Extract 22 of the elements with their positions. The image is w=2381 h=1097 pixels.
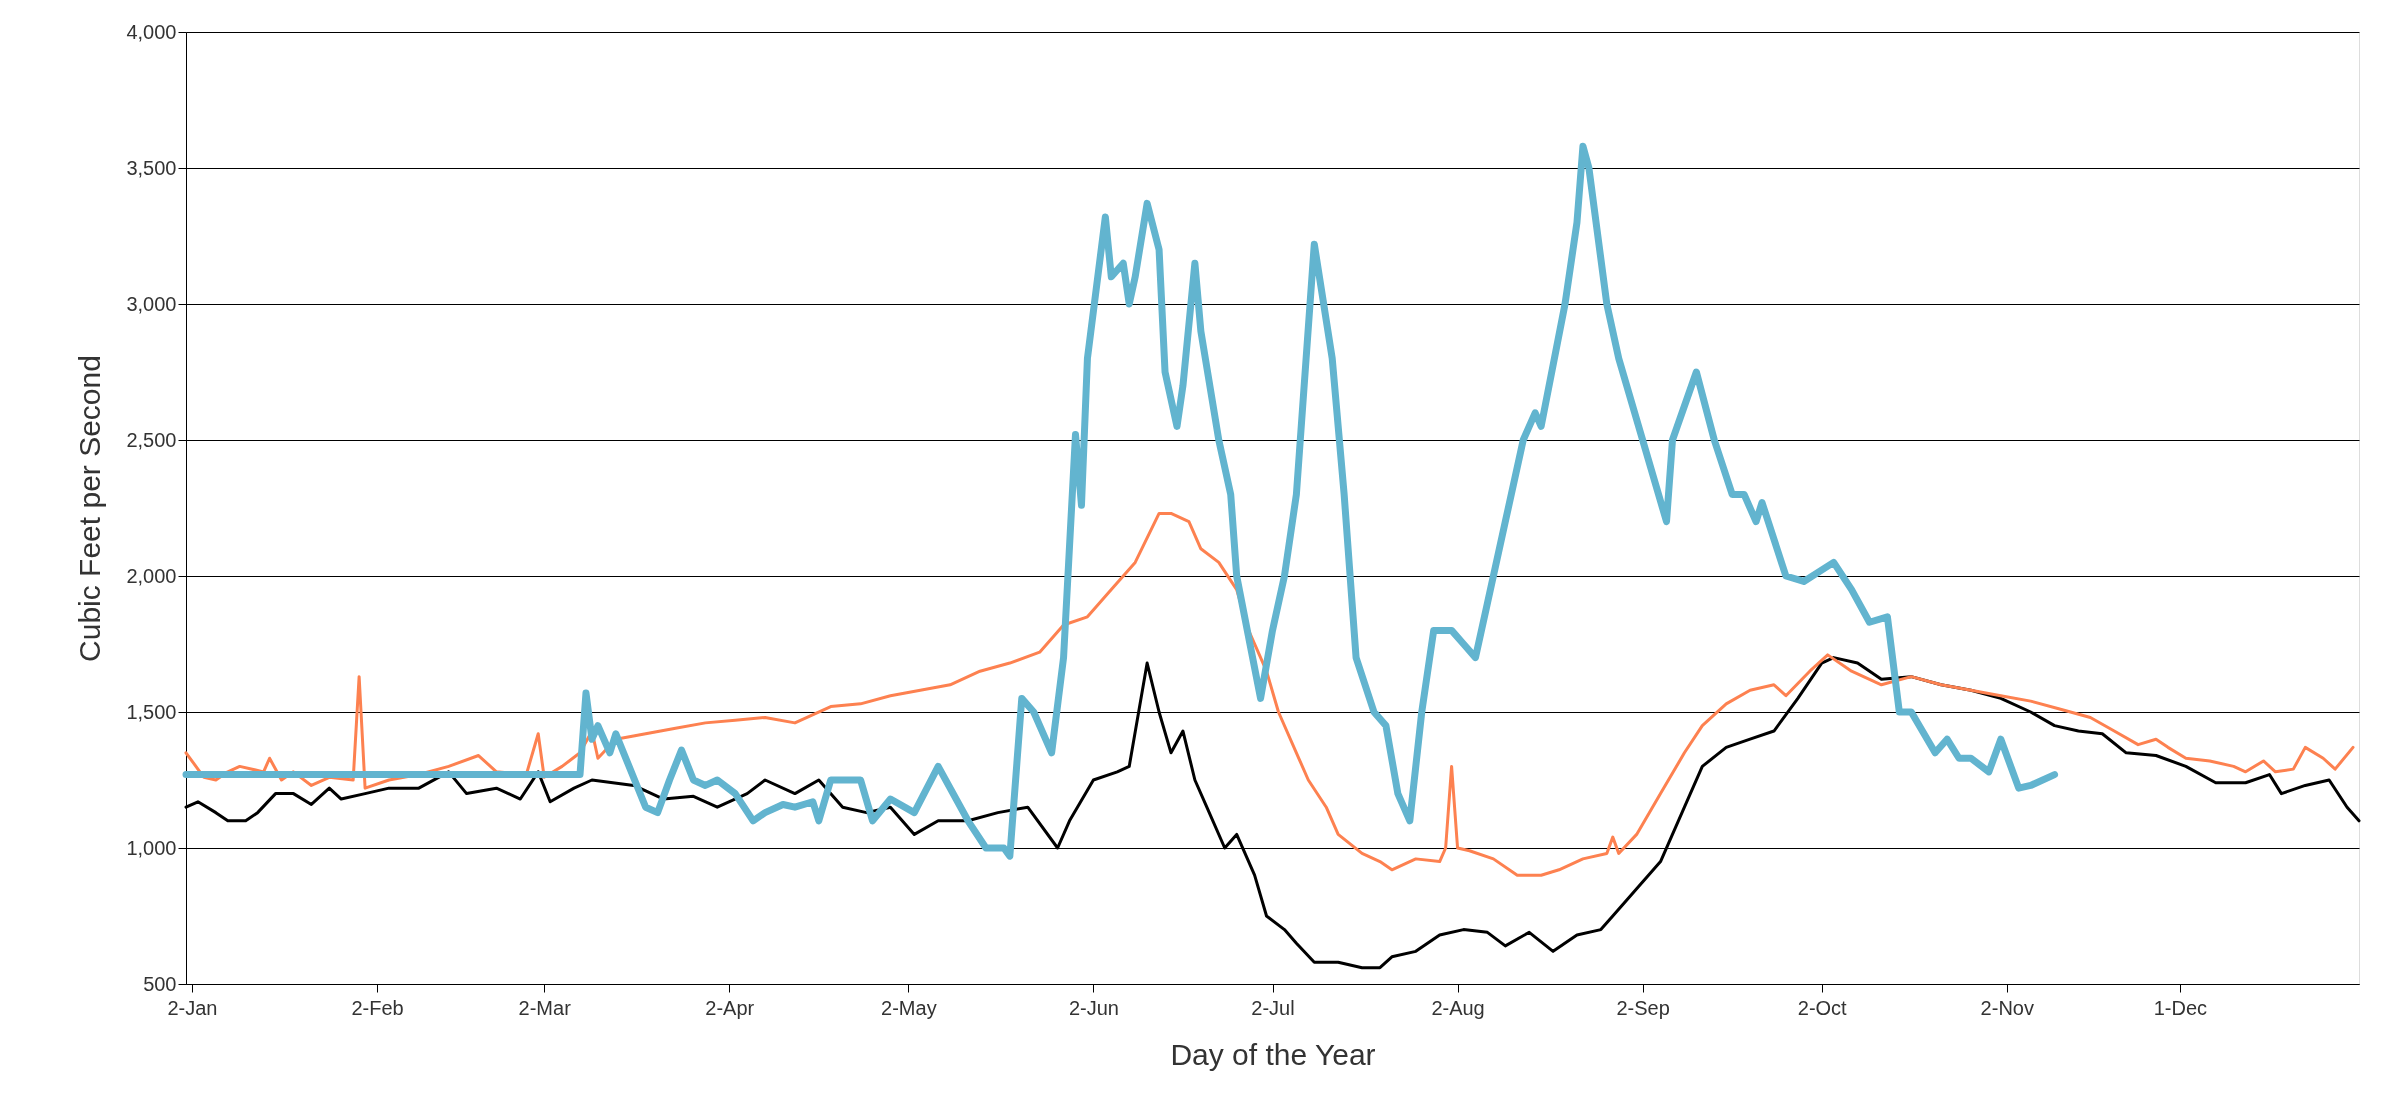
y-tick-label: 2,000 bbox=[126, 564, 177, 587]
y-tick-label: 3,500 bbox=[126, 156, 177, 179]
x-tick-label: 2-Oct bbox=[1797, 996, 1848, 1019]
x-tick-label: 2-Nov bbox=[1980, 996, 2034, 1019]
y-tick-label: 4,000 bbox=[126, 20, 177, 43]
y-tick-label: 3,000 bbox=[126, 292, 177, 315]
x-tick-label: 2-Mar bbox=[518, 996, 572, 1019]
x-tick-label: 2-May bbox=[881, 996, 937, 1019]
y-tick-label: 1,500 bbox=[126, 700, 177, 723]
x-tick-label: 2-Apr bbox=[705, 996, 755, 1019]
x-tick-label: 2-Jun bbox=[1068, 996, 1119, 1019]
y-tick-label: 1,000 bbox=[126, 836, 177, 859]
x-tick-label: 2-Feb bbox=[351, 996, 404, 1019]
x-tick-label: 2-Sep bbox=[1616, 996, 1670, 1019]
x-tick-label: 2-Aug bbox=[1431, 996, 1485, 1019]
x-tick-label: 2-Jul bbox=[1251, 996, 1295, 1019]
x-axis-title: Day of the Year bbox=[1170, 1037, 1376, 1071]
x-tick-label: 1-Dec bbox=[2153, 996, 2208, 1019]
y-axis-title: Cubic Feet per Second bbox=[73, 355, 107, 662]
y-tick-label: 2,500 bbox=[126, 428, 177, 451]
y-tick-label: 500 bbox=[143, 972, 177, 995]
x-tick-label: 2-Jan bbox=[167, 996, 218, 1019]
